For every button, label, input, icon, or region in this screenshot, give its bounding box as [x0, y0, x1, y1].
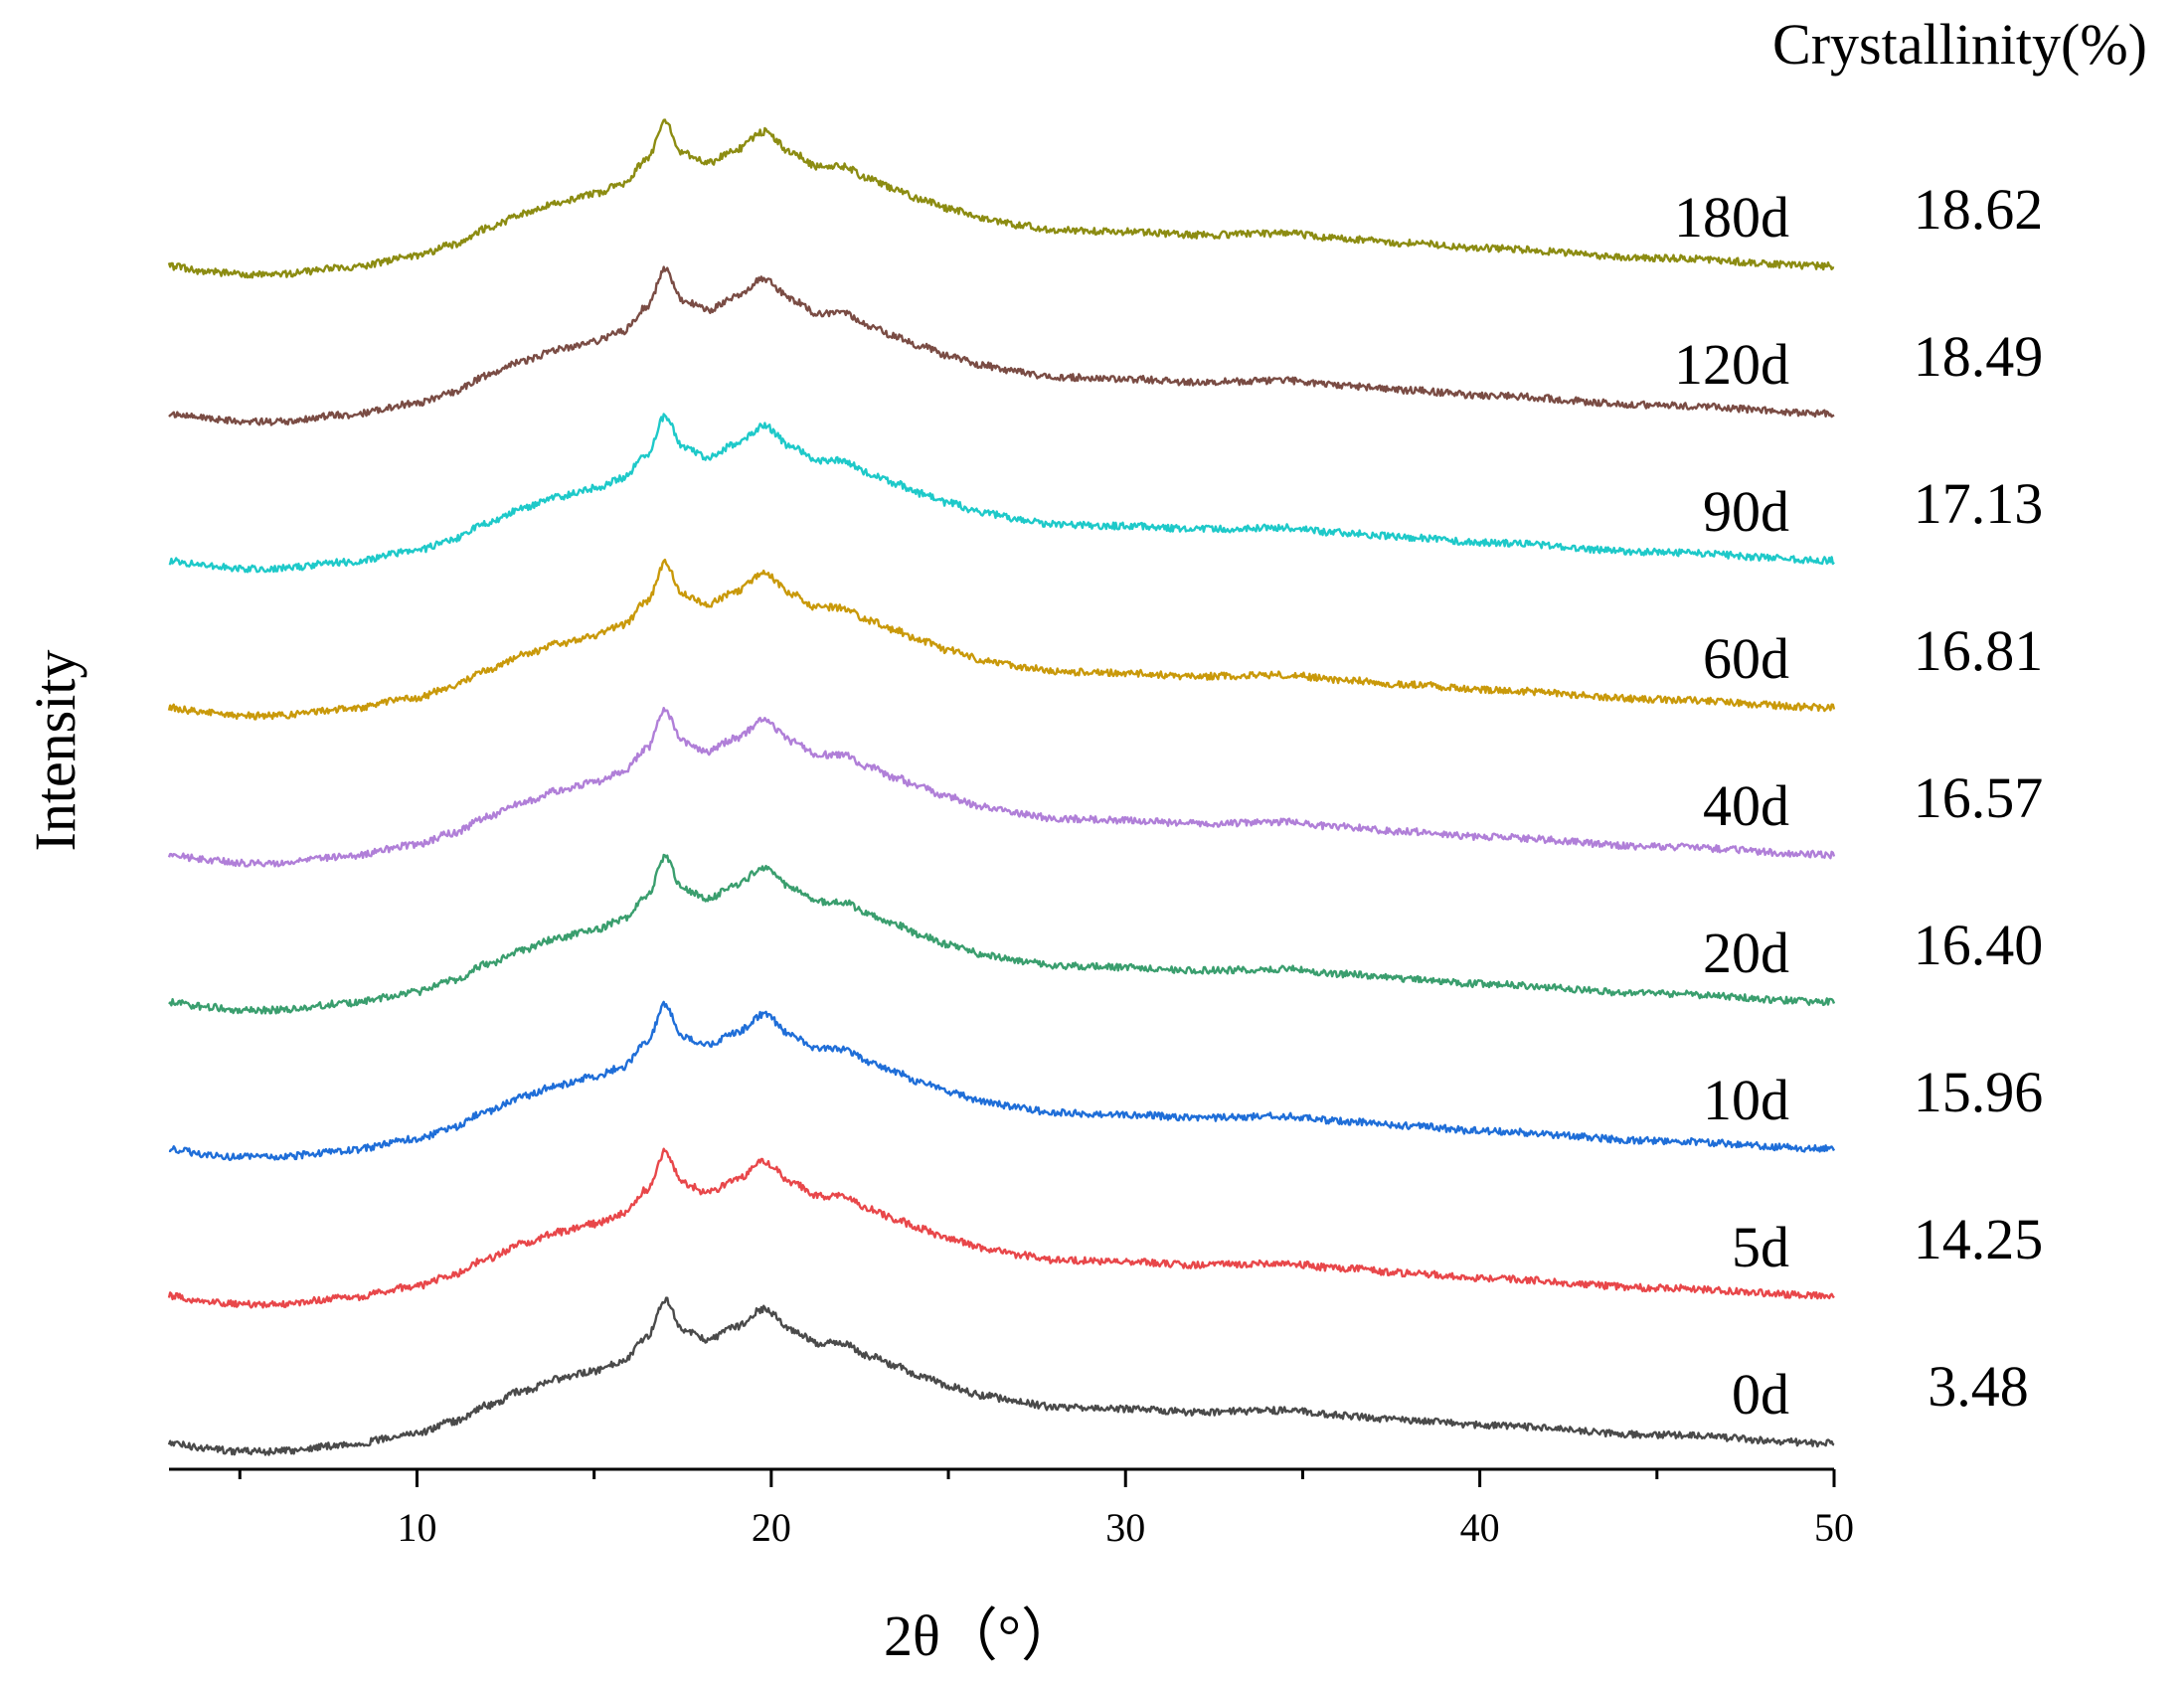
series-label-120d: 120d	[1674, 332, 1789, 397]
series-label-90d: 90d	[1703, 479, 1789, 544]
series-label-180d: 180d	[1674, 185, 1789, 250]
series-line-120d	[168, 265, 1835, 426]
series-label-0d: 0d	[1732, 1362, 1789, 1427]
x-tick-label: 40	[1460, 1505, 1500, 1550]
series-label-20d: 20d	[1703, 921, 1789, 985]
x-axis: 10 20 30 40 50	[169, 1467, 1854, 1550]
x-tick-label: 20	[752, 1505, 791, 1550]
series-label-60d: 60d	[1703, 626, 1789, 691]
crystallinity-value-0d: 3.48	[1928, 1354, 2029, 1419]
crystallinity-value-90d: 17.13	[1914, 471, 2044, 536]
y-axis-title: Intensity	[23, 650, 87, 852]
series-label-40d: 40d	[1703, 773, 1789, 838]
x-tick-label: 10	[397, 1505, 436, 1550]
series-line-5d	[167, 1147, 1835, 1309]
series-line-10d	[168, 1000, 1836, 1161]
crystallinity-value-20d: 16.40	[1914, 913, 2044, 977]
series-line-90d	[168, 413, 1835, 574]
series-line-40d	[167, 707, 1836, 868]
crystallinity-value-40d: 16.57	[1914, 765, 2044, 830]
x-tick-label: 50	[1814, 1505, 1854, 1550]
x-axis-title: 2θ（°）	[884, 1603, 1079, 1668]
series-line-0d	[167, 1296, 1835, 1456]
x-tick-label: 30	[1105, 1505, 1145, 1550]
series-line-20d	[168, 853, 1836, 1015]
series-line-180d	[167, 118, 1835, 279]
crystallinity-header: Crystallinity(%)	[1772, 12, 2147, 77]
crystallinity-value-120d: 18.49	[1914, 324, 2044, 389]
crystallinity-value-5d: 14.25	[1914, 1207, 2044, 1271]
curves-group	[167, 118, 1836, 1456]
series-label-5d: 5d	[1732, 1215, 1789, 1279]
crystallinity-value-10d: 15.96	[1914, 1060, 2044, 1124]
series-label-10d: 10d	[1703, 1068, 1789, 1132]
crystallinity-value-180d: 18.62	[1914, 177, 2044, 242]
crystallinity-value-60d: 16.81	[1914, 618, 2044, 683]
series-line-60d	[167, 558, 1836, 721]
series-labels: 0d 3.48 5d 14.25 10d 15.96 20d 16.40 40d 16.57 60d…	[1674, 177, 2043, 1427]
